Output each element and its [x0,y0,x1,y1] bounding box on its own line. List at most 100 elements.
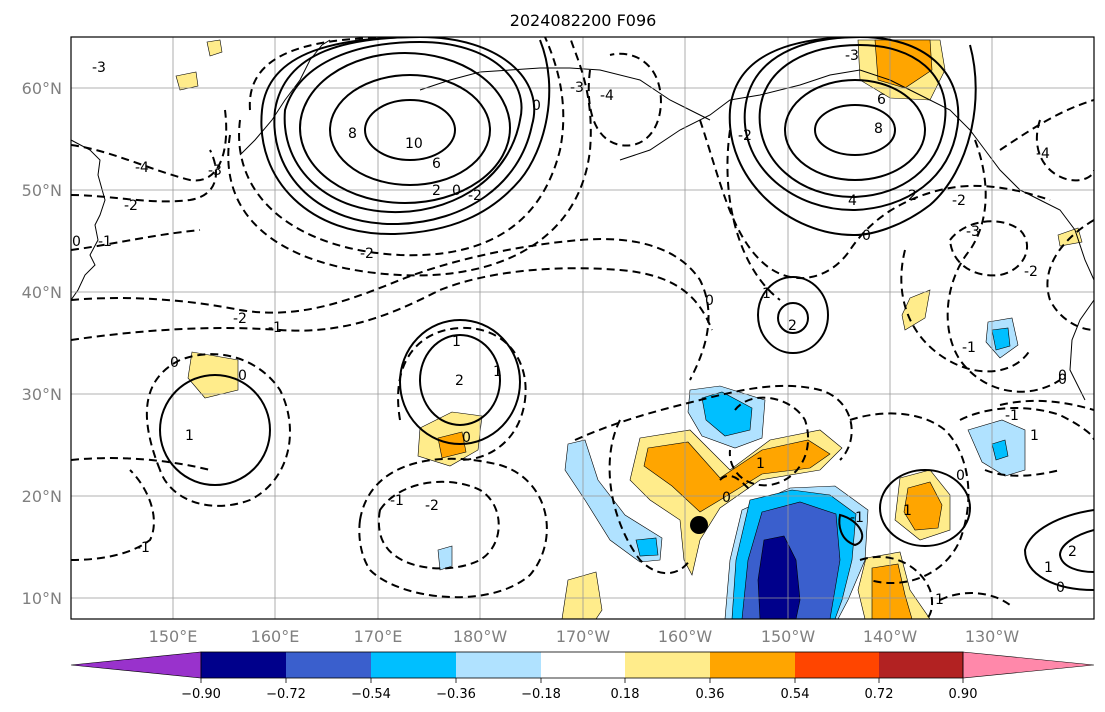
contour-label: -4 [135,160,149,176]
contour-label: -1 [390,493,404,509]
contour-label: 0 [705,293,714,309]
contour-label: 0 [462,430,471,446]
contour [71,149,217,203]
contour-label: 2 [908,188,917,204]
contour-label: -2 [233,311,247,327]
map-content: -3 -4 -3 -2 0 -1 -2 -1 0 1 10 8 6 2 0 -2… [71,37,1094,619]
high-contour [260,37,551,236]
colorbar-segment [541,652,625,678]
coastline-aleutians [419,67,711,121]
lat-tick-label: 60°N [22,79,62,98]
contour [71,229,201,251]
shade-orange [871,563,913,619]
shade-cyan [991,327,1011,351]
contour-label: 0 [238,368,247,384]
lon-tick-label: 130°W [965,627,1020,646]
contour [71,109,228,182]
dashed-contours [71,37,1094,619]
high-contour [728,37,977,237]
contour-label: 1 [903,503,912,519]
colorbar-tick-label: −0.72 [266,687,306,702]
contour [939,592,1011,606]
contour-label: 8 [874,121,883,137]
contour [71,267,713,341]
contour [959,407,1094,441]
contour [999,99,1094,151]
contour [159,374,271,486]
lon-tick-label: 160°E [251,627,300,646]
contour-label: 2 [788,318,797,334]
contour-label: 2 [432,183,441,199]
contour-label: 1 [452,334,461,350]
contour [999,399,1094,411]
map-gridlines [71,37,1094,619]
colorbar-arrow-left [70,651,202,679]
high-contour [283,40,523,214]
high-contour [329,74,491,186]
shade-light-yellow [561,571,603,619]
contour-label: -2 [738,128,752,144]
colorbar-tick-label: 0.54 [781,687,810,702]
contour-label: -2 [952,193,966,209]
contour-label: -1 [850,510,864,526]
contour [574,384,853,461]
contour [377,480,500,570]
lat-tick-label: 20°N [22,487,62,506]
shade-orange [643,439,831,513]
colorbar-segment [879,652,963,678]
colorbar-segment [625,652,710,678]
contour [719,474,751,491]
contour-label: -3 [845,48,859,64]
contour-label: 1 [1030,428,1039,444]
contour [608,419,691,575]
contour-label: -2 [360,246,374,262]
lat-tick-label: 40°N [22,283,62,302]
shade-light-blue [437,545,453,571]
contour-label: -1 [98,234,112,250]
contour-label: -1 [268,320,282,336]
coastline-namerica [1069,299,1094,401]
colorbar: −0.90 −0.72 −0.54 −0.36 −0.18 0.18 0.36 … [70,651,1095,702]
colorbar-tick-label: −0.54 [351,687,391,702]
colorbar-segment [286,652,371,678]
contour-labels: -3 -4 -3 -2 0 -1 -2 -1 0 1 10 8 6 2 0 -2… [72,48,1077,608]
coastline-kamchatka [239,39,331,156]
contour [145,353,291,507]
high-contour [784,79,926,181]
contour [948,220,1029,277]
coastline-alaska [619,69,1094,281]
coastlines [71,39,1094,401]
high-center-contour [814,104,896,156]
contour-label: -1 [962,340,976,356]
contour [946,139,1061,393]
lon-tick-label: 150°E [149,627,198,646]
contour-label: 6 [432,156,441,172]
shade-orange [437,431,467,459]
lon-tick-label: 160°W [658,627,713,646]
colorbar-tick-label: 0.18 [611,687,640,702]
contour-label: 0 [722,490,731,506]
map-frame [70,36,1095,620]
contour-label: -2 [425,498,439,514]
lat-tick-label: 10°N [22,589,62,608]
lon-axis: 150°E 160°E 170°E 180°W 170°W 160°W 150°… [149,627,1020,646]
contour [777,302,809,334]
contour-label: 1 [185,428,194,444]
colorbar-tick-label: 0.36 [696,687,725,702]
contour-label: 0 [1058,372,1067,388]
contour [1035,119,1094,182]
shade-orange [903,481,943,531]
contour [728,396,810,487]
lat-tick-label: 50°N [22,181,62,200]
contour [838,513,864,547]
colorbar-tick-label: −0.90 [181,687,221,702]
shade-orange [874,39,933,89]
contour-label: 0 [72,234,81,250]
contour [879,469,971,547]
contour-label: 0 [862,228,871,244]
solid-contours [159,37,1094,591]
high-contour [758,43,947,199]
contour-label: 4 [848,193,857,209]
contour-label: -1 [136,540,150,556]
